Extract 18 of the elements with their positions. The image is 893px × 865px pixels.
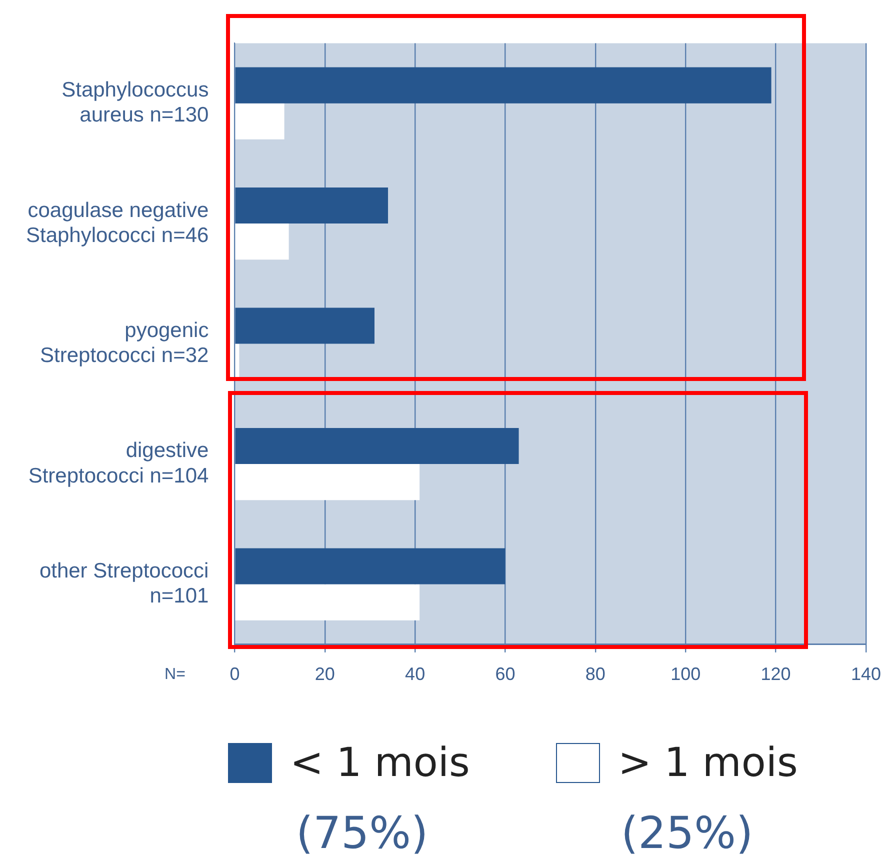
x-tick-label: 40 <box>405 664 426 684</box>
y-tick-label: coagulase negative Staphylococci n=46 <box>26 198 209 247</box>
y-tick-label: digestive Streptococci n=104 <box>28 439 210 488</box>
x-tick-label: 140 <box>850 664 882 684</box>
x-tick-label: 80 <box>585 664 606 684</box>
y-tick-label: pyogenic Streptococci n=32 <box>40 318 209 368</box>
y-tick-label: other Streptococci n=101 <box>39 559 209 608</box>
y-tick-label: Staphylococcus aureus n=130 <box>62 78 209 127</box>
x-tick-label: 120 <box>760 664 791 684</box>
x-axis-title: N= <box>164 666 186 683</box>
x-tick-label: 20 <box>314 664 335 684</box>
text: (25%) <box>621 808 754 859</box>
legend-label: > 1 mois <box>618 740 798 786</box>
x-tick-label: 0 <box>230 664 240 684</box>
text: (75%) <box>296 808 428 859</box>
x-tick-label: 100 <box>670 664 701 684</box>
legend-label: < 1 mois <box>290 740 470 786</box>
x-tick-label: 60 <box>495 664 516 684</box>
